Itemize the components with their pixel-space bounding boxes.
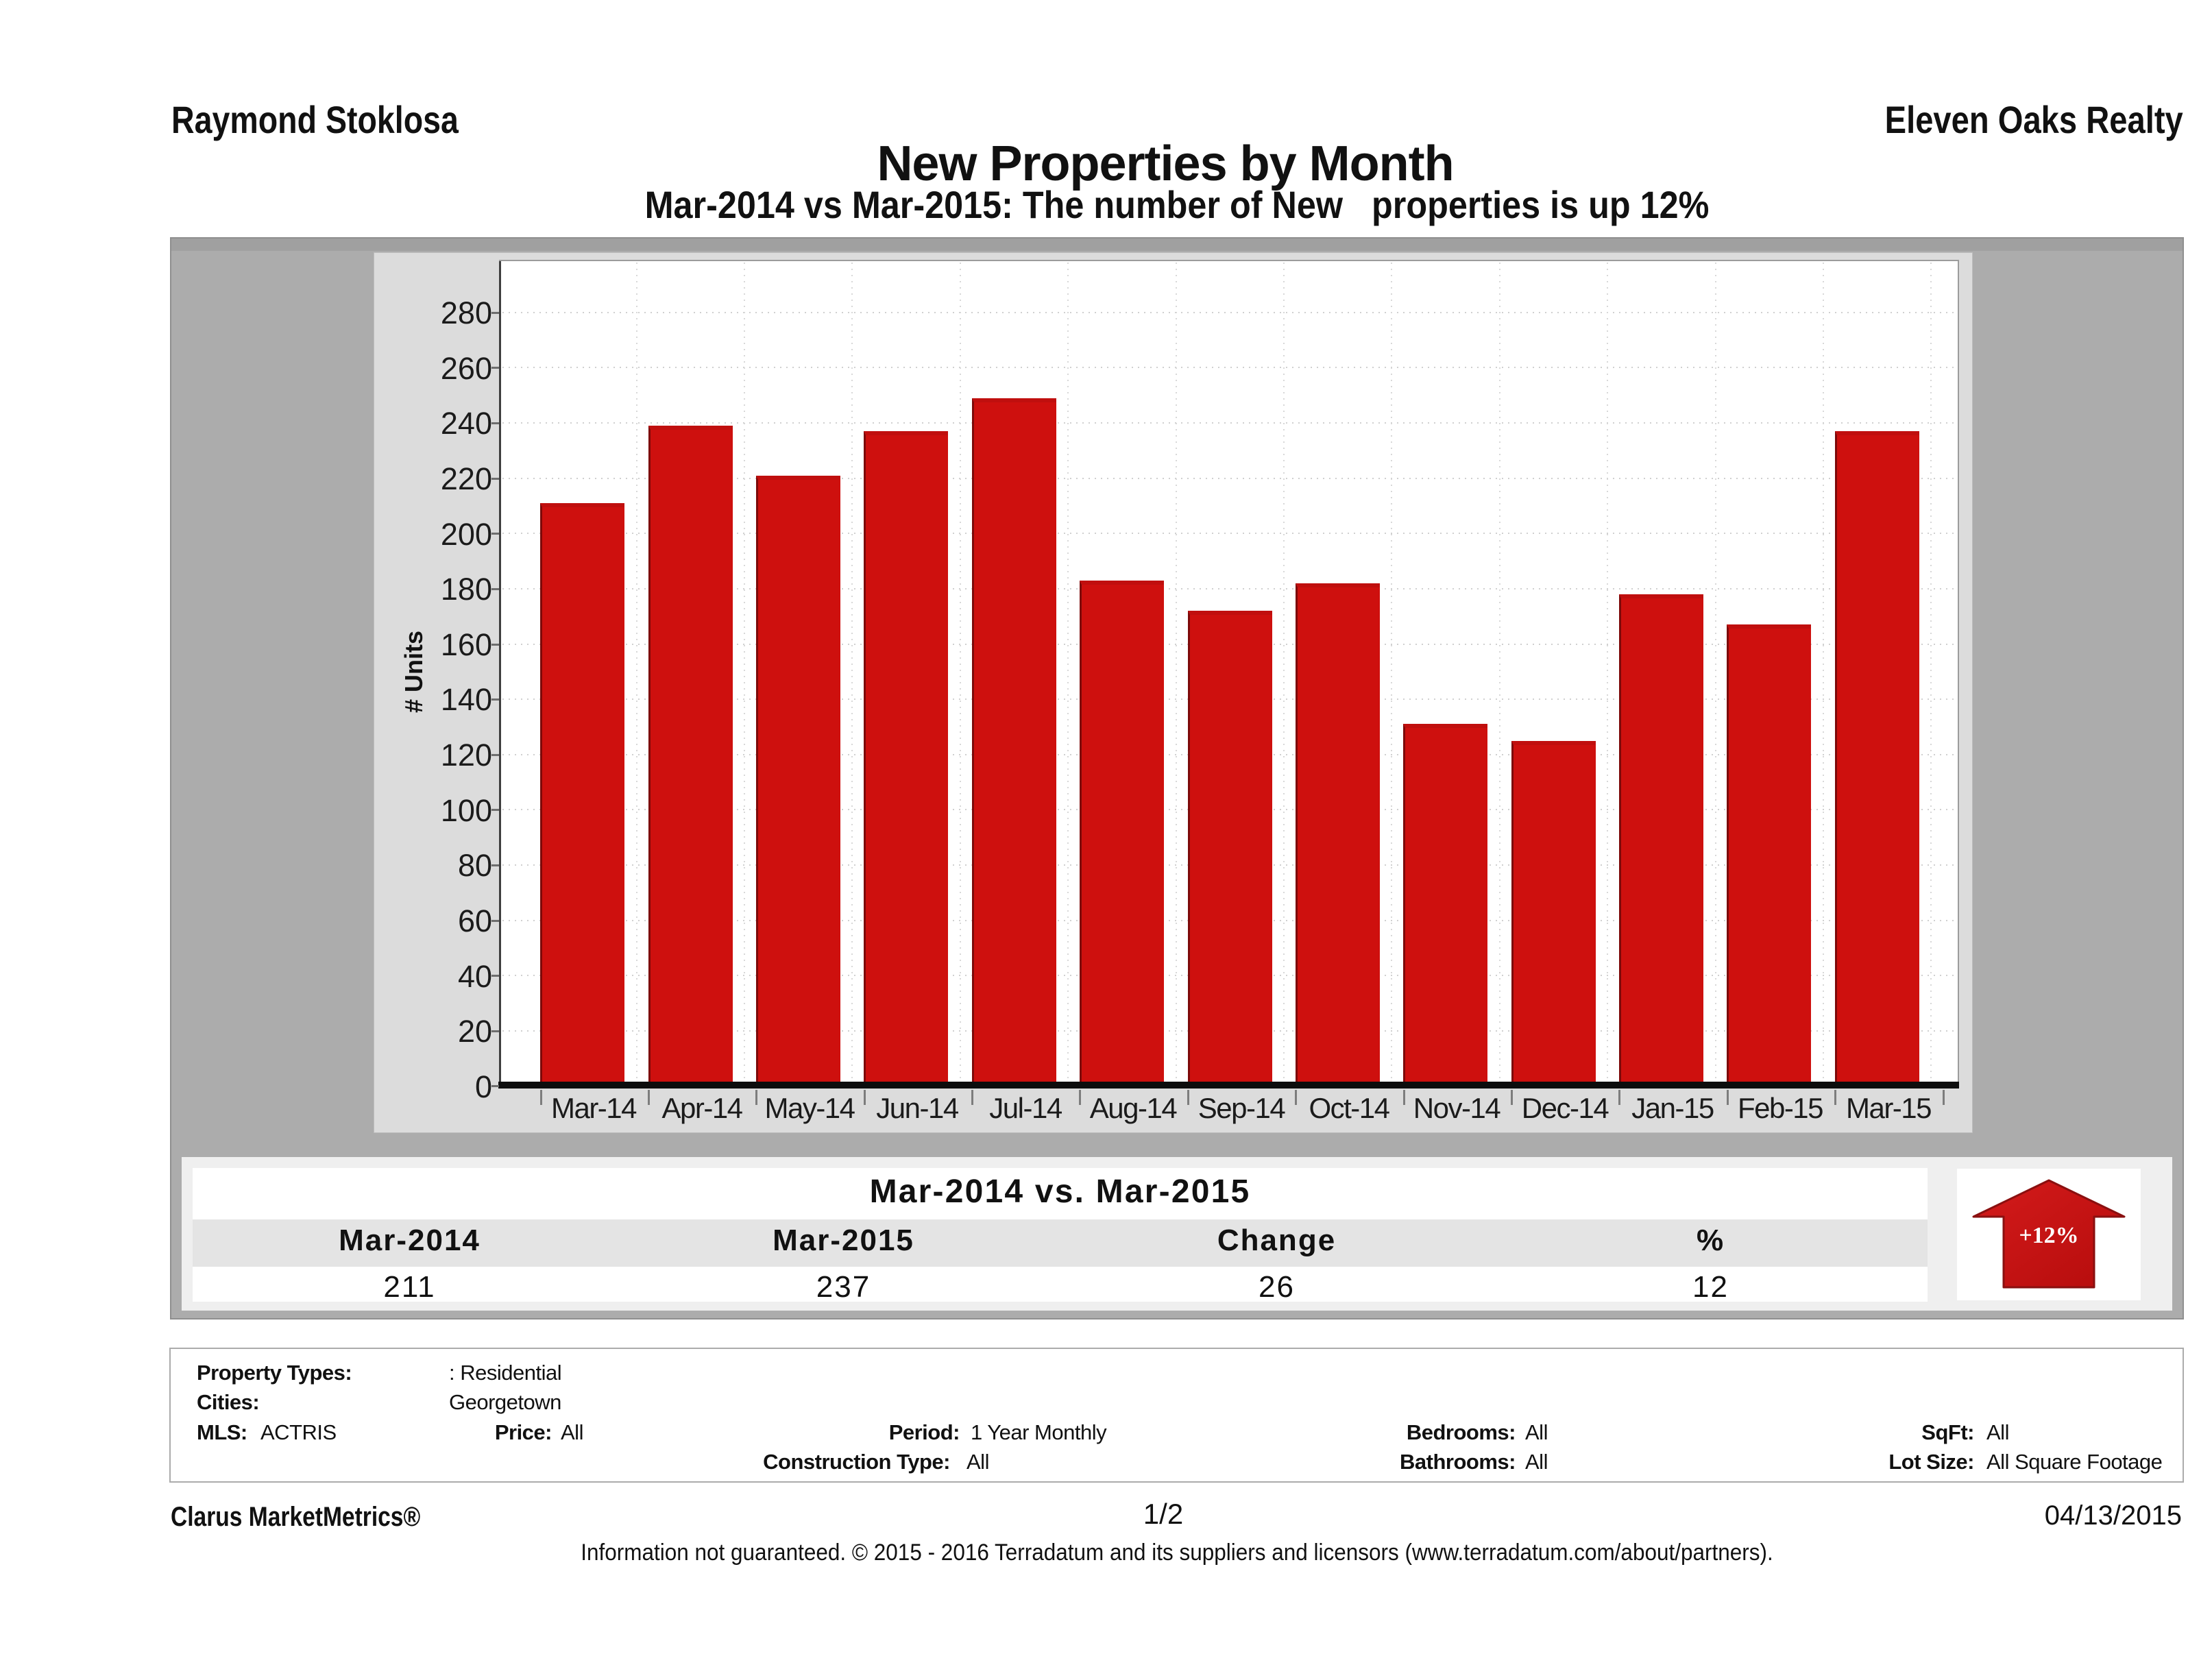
svg-text:+12%: +12% — [2019, 1223, 2078, 1248]
